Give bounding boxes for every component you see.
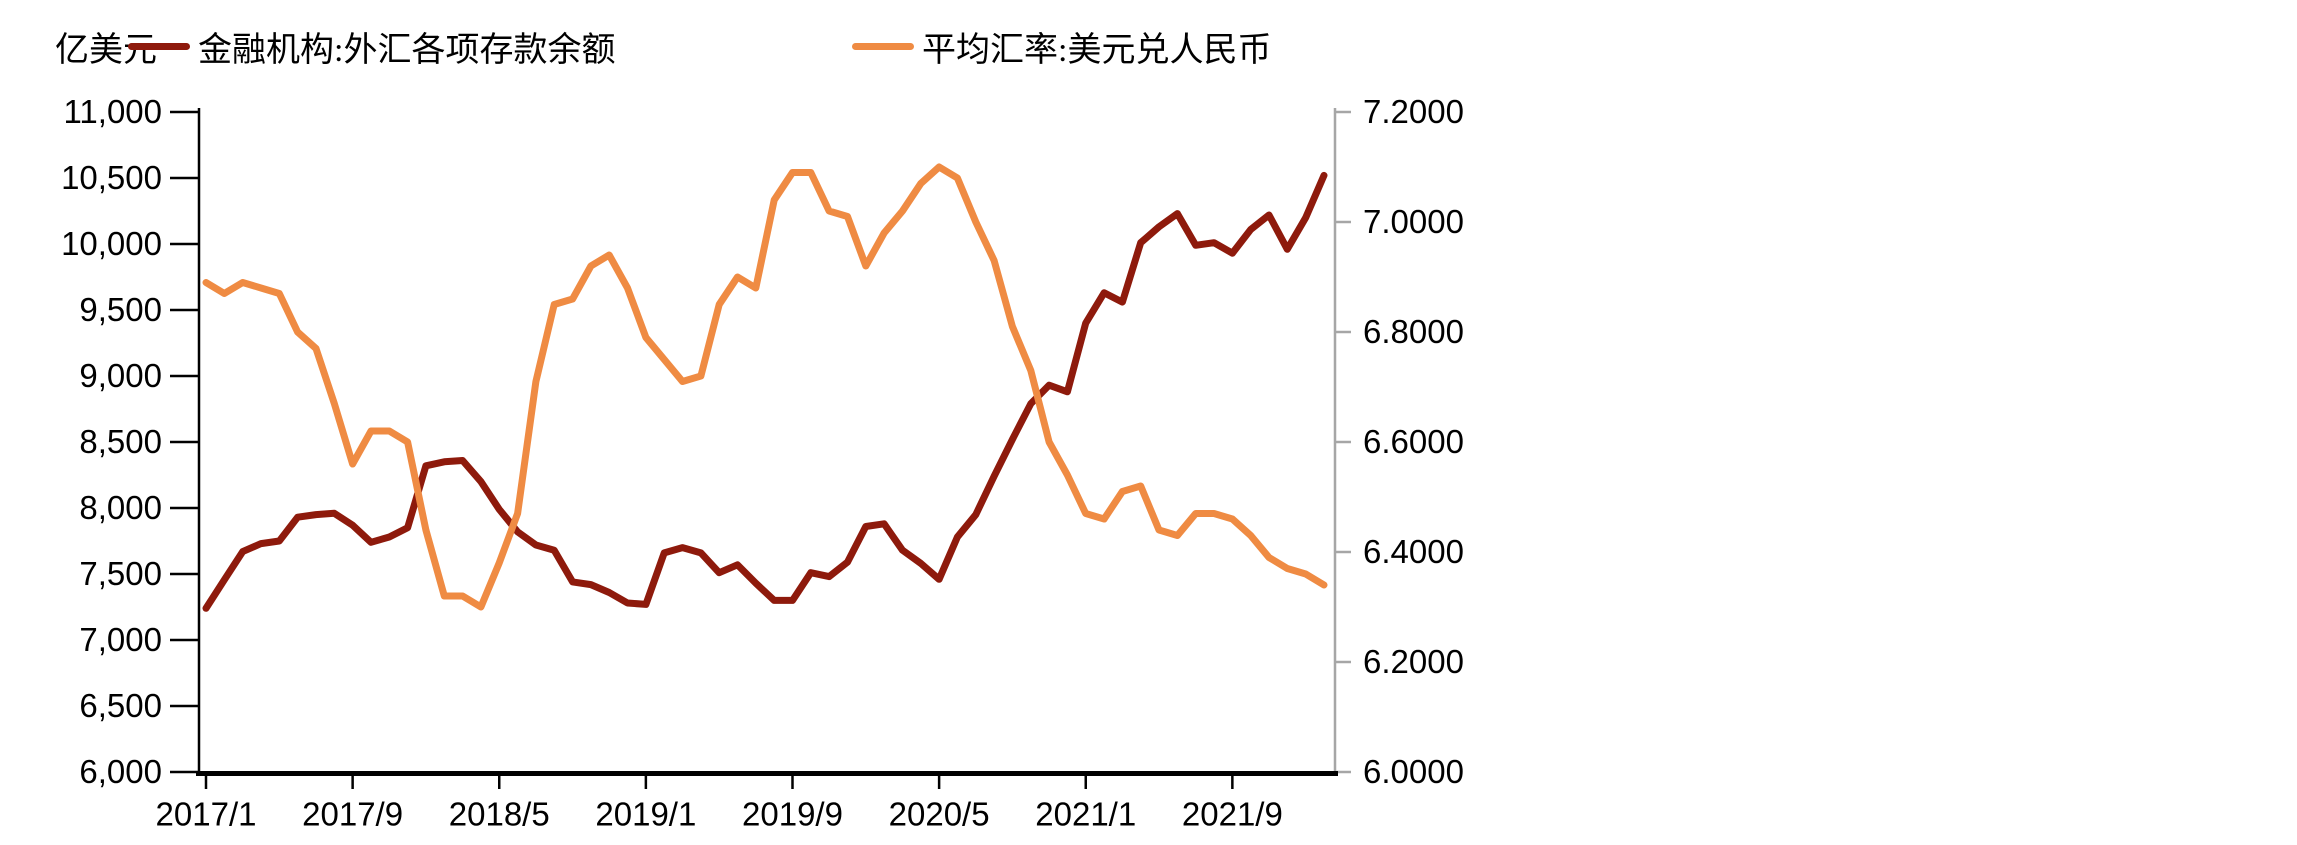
x-tick-label: 2017/9 [302,796,403,833]
x-tick-label: 2021/1 [1035,796,1136,833]
x-tick-label: 2018/5 [449,796,550,833]
y-right-tick-label: 6.2000 [1363,643,1464,680]
x-tick-label: 2019/1 [595,796,696,833]
y-left-tick-label: 8,500 [79,423,162,460]
legend-label-deposits: 金融机构:外汇各项存款余额 [198,32,616,69]
legend-item-deposits: 金融机构:外汇各项存款余额 [128,22,615,71]
y-right-tick-label: 7.2000 [1363,93,1464,130]
y-left-tick-label: 6,000 [79,753,162,790]
left-axis-unit-label: 亿美元 [55,32,157,69]
deposits-line [202,171,1328,612]
y-right-tick-label: 6.4000 [1363,533,1464,570]
x-tick-label: 2019/9 [742,796,843,833]
y-left-tick-label: 9,500 [79,291,162,328]
y-left-tick-label: 10,000 [61,225,162,262]
x-tick-label: 2017/1 [156,796,257,833]
legend-label-rate: 平均汇率:美元兑人民币 [922,32,1272,69]
y-left-tick-label: 6,500 [79,687,162,724]
y-right-tick-label: 6.8000 [1363,313,1464,350]
chart-header: 亿美元 金融机构:外汇各项存款余额 平均汇率:美元兑人民币 [0,14,2297,69]
y-left-tick-label: 7,000 [79,621,162,658]
y-left-tick-label: 11,000 [64,93,162,130]
x-tick-label: 2021/9 [1182,796,1283,833]
y-right-tick-label: 6.0000 [1363,753,1464,790]
legend-item-rate: 平均汇率:美元兑人民币 [852,22,1271,71]
x-tick-label: 2020/5 [889,796,990,833]
rate-line-swatch [852,43,914,50]
exchange-rate-line [202,163,1328,611]
deposits-line-swatch [128,43,190,50]
y-left-tick-label: 7,500 [79,555,162,592]
y-right-tick-label: 7.0000 [1363,203,1464,240]
y-left-tick-label: 8,000 [79,489,162,526]
y-right-tick-label: 6.6000 [1363,423,1464,460]
y-left-tick-label: 9,000 [79,357,162,394]
y-left-tick-label: 10,500 [61,159,162,196]
